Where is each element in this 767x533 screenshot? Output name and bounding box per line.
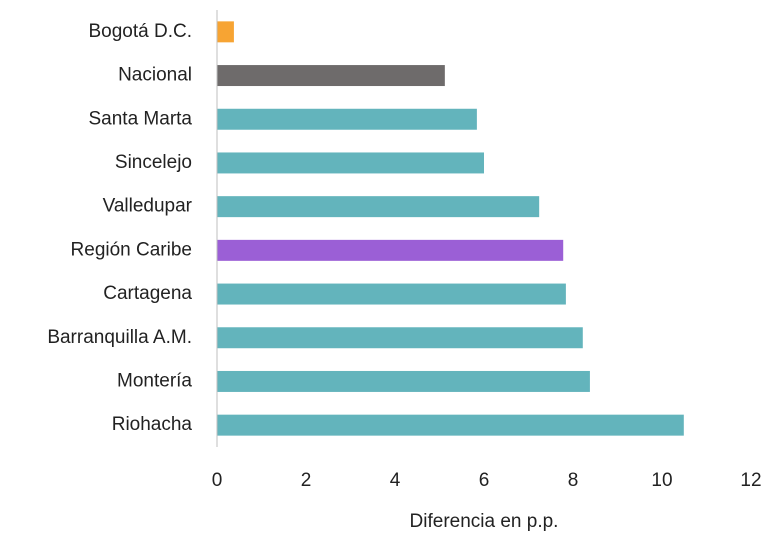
y-tick-label: Cartagena (103, 283, 192, 304)
bar (217, 108, 477, 130)
x-tick-label: 10 (651, 470, 672, 491)
y-tick-label: Sincelejo (115, 152, 192, 173)
bar (217, 327, 583, 349)
y-tick-label: Valledupar (103, 196, 193, 217)
x-tick-label: 4 (390, 470, 401, 491)
x-tick-label: 6 (479, 470, 490, 491)
x-axis-title: Diferencia en p.p. (410, 511, 559, 532)
y-tick-label: Barranquilla A.M. (47, 327, 192, 348)
y-tick-label: Santa Marta (89, 108, 193, 129)
x-tick-label: 0 (212, 470, 223, 491)
y-tick-label: Bogotá D.C. (89, 21, 193, 42)
bar (217, 239, 564, 261)
bar (217, 152, 484, 174)
bar (217, 283, 566, 305)
x-tick-label: 12 (740, 470, 761, 491)
bar (217, 21, 234, 43)
y-tick-label: Nacional (118, 65, 192, 86)
x-tick-label: 2 (301, 470, 312, 491)
bar (217, 196, 540, 218)
y-tick-label: Montería (117, 370, 192, 391)
bar (217, 65, 445, 87)
y-tick-label: Riohacha (112, 414, 193, 435)
bar (217, 370, 590, 392)
bar (217, 414, 684, 436)
y-tick-label: Región Caribe (71, 239, 192, 260)
x-tick-label: 8 (568, 470, 579, 491)
